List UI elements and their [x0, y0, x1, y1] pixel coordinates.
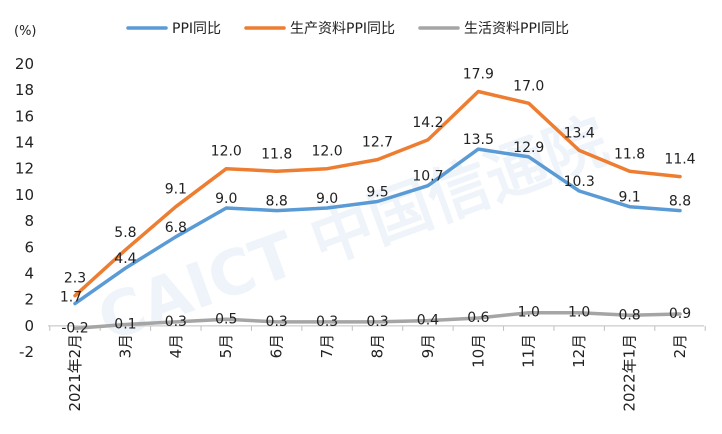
x-axis: 2021年2月 3月 4月 5月 6月 7月 8月 9月 10月 11月 12月 2022年1月 2月: [49, 325, 706, 412]
x-tick-label: 7月: [318, 334, 336, 359]
data-label: 9.1: [618, 190, 640, 206]
x-tick-label: 6月: [268, 334, 286, 359]
x-tick-label: 8月: [369, 334, 387, 359]
data-label: 1.7: [60, 290, 82, 306]
x-tick-label: 2月: [671, 334, 689, 359]
series-line: [73, 89, 682, 298]
y-tick-label: 16: [15, 107, 34, 125]
data-label: 14.2: [412, 115, 443, 131]
y-tick-label: 6: [24, 238, 34, 256]
data-label: 8.8: [669, 194, 691, 210]
data-label: 9.0: [316, 191, 338, 207]
x-tick-label: 9月: [419, 334, 437, 359]
legend: PPI同比 生产资料PPI同比 生活资料PPI同比: [126, 21, 569, 37]
y-tick-label: 4: [24, 264, 34, 282]
y-tick-label: 12: [15, 160, 34, 178]
series-lines: [73, 89, 682, 331]
data-label: 0.3: [366, 314, 388, 330]
data-label: 9.0: [215, 191, 237, 207]
y-tick-label: 10: [15, 186, 34, 204]
series-line: [73, 310, 682, 331]
legend-label: PPI同比: [172, 21, 221, 37]
data-label: 0.1: [114, 317, 136, 333]
data-label: 9.1: [165, 182, 187, 198]
data-label: 12.7: [362, 135, 393, 151]
data-label: 17.0: [513, 78, 544, 94]
legend-label: 生产资料PPI同比: [290, 21, 395, 37]
data-label: 0.3: [266, 314, 288, 330]
data-label: 0.4: [417, 313, 439, 329]
y-tick-label: 14: [15, 134, 34, 152]
data-label: 0.3: [165, 314, 187, 330]
x-tick-label: 12月: [570, 334, 588, 368]
data-labels: 1.7 4.4 6.8 9.0 8.8 9.0 9.5 10.7 13.5 12.9 10.3 9.1…: [60, 66, 696, 336]
data-label: -0.2: [61, 320, 88, 336]
y-tick-label: -2: [19, 343, 34, 361]
data-label: 13.4: [564, 125, 595, 141]
data-label: 0.6: [467, 310, 489, 326]
data-label: 17.9: [463, 66, 494, 82]
data-label: 12.0: [211, 144, 242, 160]
x-tick-label: 2022年1月: [621, 334, 639, 412]
x-tick-label: 3月: [116, 334, 134, 359]
y-tick-label: 18: [15, 81, 34, 99]
data-label: 11.8: [261, 146, 292, 162]
y-tick-label: 20: [15, 55, 34, 73]
data-label: 13.5: [463, 132, 494, 148]
data-label: 0.9: [669, 306, 691, 322]
data-label: 0.3: [316, 314, 338, 330]
data-label: 9.5: [366, 184, 388, 200]
series-line: [73, 147, 682, 306]
data-label: 4.4: [114, 251, 136, 267]
x-tick-label: 5月: [217, 334, 235, 359]
y-axis-unit-label: (%): [14, 24, 37, 39]
x-tick-label: 11月: [520, 334, 538, 368]
data-label: 11.8: [614, 146, 645, 162]
y-tick-label: 8: [24, 212, 34, 230]
data-label: 12.0: [311, 144, 342, 160]
x-tick-label: 10月: [469, 334, 487, 368]
data-label: 1.0: [568, 305, 590, 321]
data-label: 12.9: [513, 140, 544, 156]
legend-label: 生活资料PPI同比: [464, 21, 569, 37]
x-tick-label: 2021年2月: [66, 334, 84, 412]
data-label: 10.3: [564, 174, 595, 190]
data-label: 6.8: [165, 220, 187, 236]
data-label: 8.8: [266, 194, 288, 210]
data-label: 10.7: [412, 169, 443, 185]
data-label: 0.5: [215, 311, 237, 327]
data-label: 5.8: [114, 225, 136, 241]
y-axis: -2 0 2 4 6 8 10 12 14 16 18 20: [15, 55, 34, 361]
y-tick-label: 2: [24, 291, 34, 309]
data-label: 1.0: [518, 305, 540, 321]
data-label: 11.4: [664, 152, 695, 168]
x-tick-label: 4月: [167, 334, 185, 359]
data-label: 0.8: [618, 307, 640, 323]
y-tick-label: 0: [24, 317, 34, 335]
data-label: 2.3: [64, 271, 86, 287]
